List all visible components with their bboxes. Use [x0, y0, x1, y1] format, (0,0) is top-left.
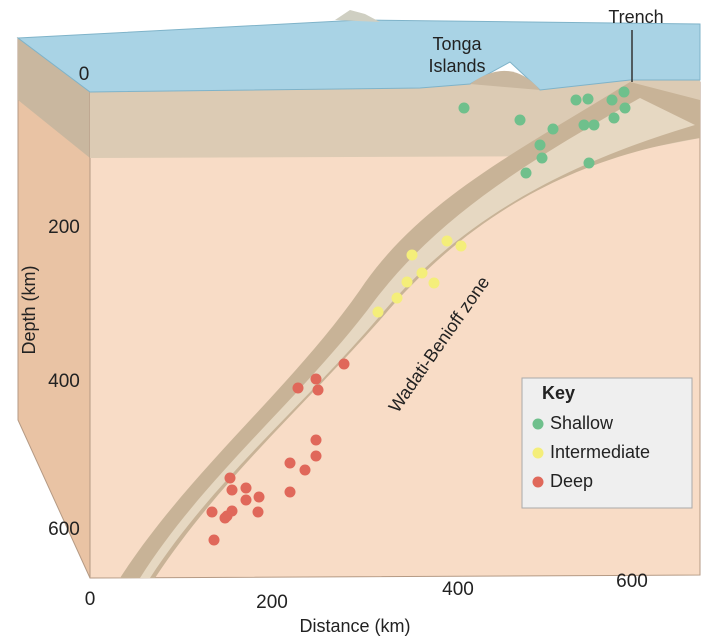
earthquake-dot — [293, 383, 304, 394]
earthquake-dot — [442, 236, 453, 247]
sea-surface — [18, 20, 700, 92]
earthquake-dot — [311, 435, 322, 446]
distance-title: Distance (km) — [299, 616, 410, 636]
earthquake-dot — [521, 168, 532, 179]
earthquake-dot — [584, 158, 595, 169]
earthquake-dot — [537, 153, 548, 164]
earthquake-dot — [311, 374, 322, 385]
earthquake-dot — [417, 268, 428, 279]
trench-label: Trench — [608, 7, 663, 27]
depth-tick: 200 — [48, 217, 80, 238]
earthquake-dot — [571, 95, 582, 106]
earthquake-dot — [373, 307, 384, 318]
key-label: Deep — [550, 471, 593, 491]
earthquake-dot — [407, 250, 418, 261]
earthquake-dot — [339, 359, 350, 370]
distance-tick: 0 — [85, 589, 96, 610]
key-title: Key — [542, 383, 575, 403]
earthquake-dot — [429, 278, 440, 289]
depth-tick: 600 — [48, 519, 80, 540]
depth-tick: 400 — [48, 371, 80, 392]
earthquake-dot — [535, 140, 546, 151]
earthquake-dot — [311, 451, 322, 462]
earthquake-dot — [253, 507, 264, 518]
earthquake-dot — [209, 535, 220, 546]
earthquake-dot — [583, 94, 594, 105]
earthquake-dot — [609, 113, 620, 124]
earthquake-dot — [459, 103, 470, 114]
earthquake-dot — [548, 124, 559, 135]
earthquake-dot — [619, 87, 630, 98]
earthquake-dot — [402, 277, 413, 288]
earthquake-dot — [285, 487, 296, 498]
distance-tick: 200 — [256, 592, 288, 613]
earthquake-dot — [579, 120, 590, 131]
key-label: Intermediate — [550, 442, 650, 462]
diagram: KeyShallowIntermediateDeep Trench Tonga … — [0, 0, 702, 639]
earthquake-dot — [620, 103, 631, 114]
earthquake-dot — [225, 473, 236, 484]
earthquake-dot — [241, 495, 252, 506]
key-swatch — [533, 419, 544, 430]
earthquake-dot — [241, 483, 252, 494]
islands-label: Tonga — [432, 34, 482, 54]
distance-tick: 400 — [442, 579, 474, 600]
earthquake-dot — [227, 485, 238, 496]
key-swatch — [533, 477, 544, 488]
depth-title: Depth (km) — [19, 265, 39, 354]
earthquake-dot — [607, 95, 618, 106]
earthquake-dot — [589, 120, 600, 131]
earthquake-dot — [254, 492, 265, 503]
earthquake-dot — [392, 293, 403, 304]
earthquake-dot — [313, 385, 324, 396]
island-peak — [335, 10, 380, 22]
distance-tick: 600 — [616, 571, 648, 592]
earthquake-dot — [285, 458, 296, 469]
earthquake-dot — [207, 507, 218, 518]
islands-label: Islands — [428, 56, 485, 76]
earthquake-dot — [456, 241, 467, 252]
key-label: Shallow — [550, 413, 614, 433]
earthquake-dot — [300, 465, 311, 476]
earthquake-dot — [222, 511, 233, 522]
key-swatch — [533, 448, 544, 459]
earthquake-dot — [515, 115, 526, 126]
depth-tick: 0 — [79, 64, 90, 85]
